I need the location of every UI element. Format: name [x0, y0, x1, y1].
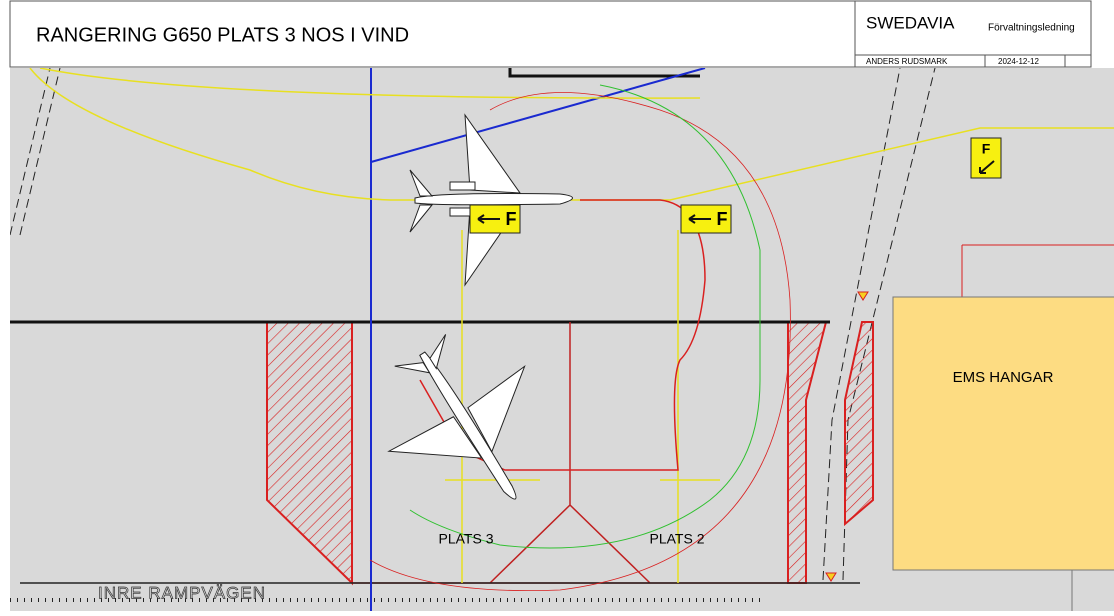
sign: F: [971, 138, 1001, 178]
stand-label: PLATS 2: [650, 531, 705, 547]
department: Förvaltningsledning: [988, 23, 1075, 34]
date: 2024-12-12: [998, 57, 1039, 66]
sign: F: [681, 205, 731, 233]
company: SWEDAVIA: [866, 13, 955, 32]
sign-letter: F: [717, 209, 728, 229]
author: ANDERS RUDSMARK: [866, 57, 948, 66]
hangar-label: EMS HANGAR: [953, 369, 1054, 386]
hangar: [893, 297, 1114, 570]
page: RANGERING G650 PLATS 3 NOS I VIND SWEDAV…: [0, 0, 1114, 616]
sign-letter: F: [506, 209, 517, 229]
title: RANGERING G650 PLATS 3 NOS I VIND: [36, 24, 409, 46]
drawing: F F F EMS HANGAR PLATS 3 PLATS 2 INRE RA…: [10, 68, 1114, 611]
sign-letter: F: [982, 141, 991, 157]
sign: F: [470, 205, 520, 233]
road-label: INRE RAMPVÄGEN: [98, 583, 266, 602]
stand-label: PLATS 3: [439, 531, 494, 547]
diagram: RANGERING G650 PLATS 3 NOS I VIND SWEDAV…: [0, 0, 1114, 611]
